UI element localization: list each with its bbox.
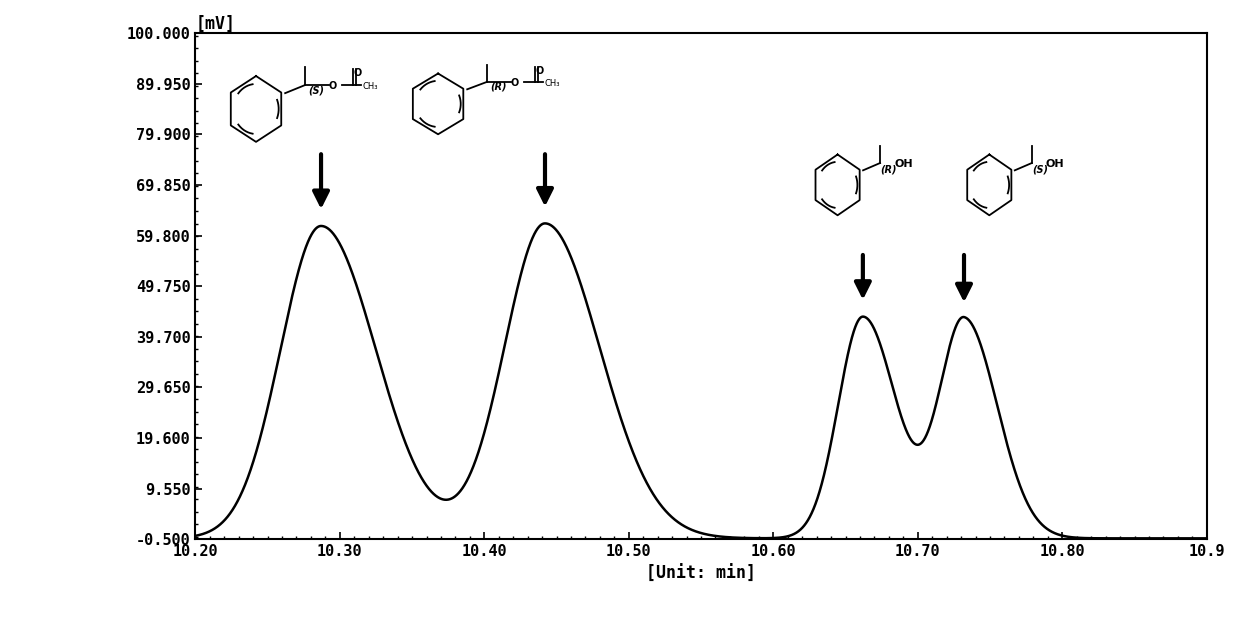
X-axis label: [Unit: min]: [Unit: min] bbox=[646, 565, 756, 583]
Text: [mV]: [mV] bbox=[196, 15, 236, 33]
